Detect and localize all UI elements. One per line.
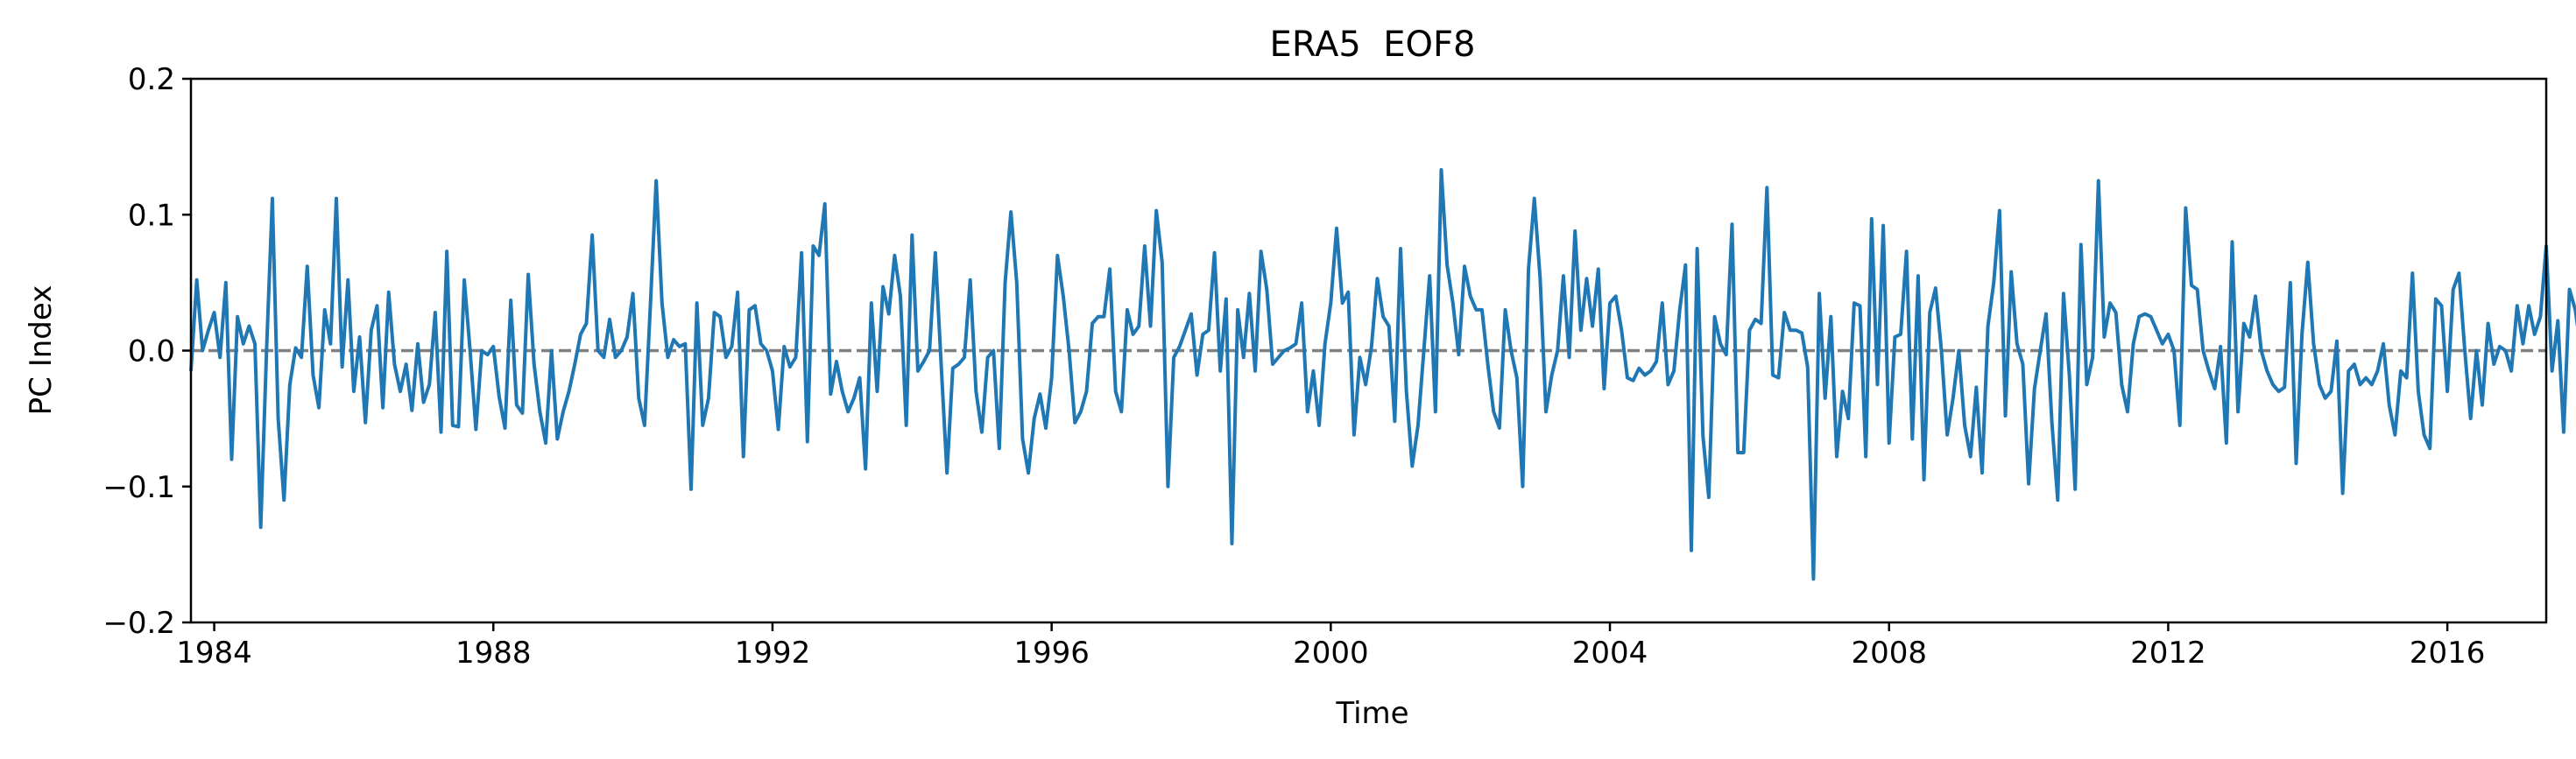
x-tick-label: 2004 [1572,636,1648,671]
x-tick-label: 1996 [1013,636,1090,671]
x-tick-label: 1988 [455,636,532,671]
x-tick-label: 1984 [176,636,252,671]
y-tick-label: 0.2 [128,62,175,97]
x-axis-label: Time [1335,696,1408,731]
chart-title: ERA5 EOF8 [1270,25,1476,65]
x-tick-label: 2008 [1851,636,1927,671]
y-tick-label: 0.0 [128,334,175,369]
x-tick-label: 2000 [1293,636,1369,671]
y-axis-label: PC Index [24,285,59,416]
x-tick-label: 2016 [2410,636,2486,671]
x-tick-label: 1992 [735,636,811,671]
plot-area [189,168,2576,581]
series-line [189,168,2576,581]
y-tick-label: −0.1 [102,470,175,505]
y-tick-label: −0.2 [102,606,175,641]
x-tick-label: 2012 [2130,636,2206,671]
y-tick-label: 0.1 [128,198,175,233]
